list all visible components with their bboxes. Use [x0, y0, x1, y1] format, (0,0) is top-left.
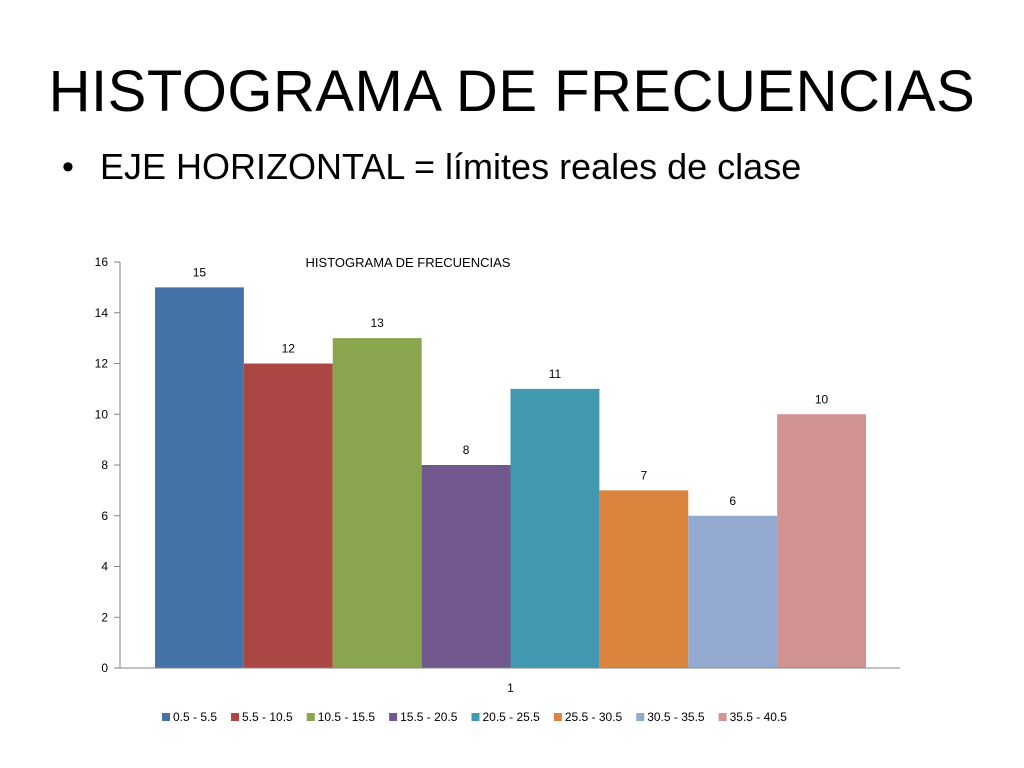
legend-swatch — [231, 713, 240, 721]
y-tick-label: 0 — [101, 661, 108, 675]
bullet-text: EJE HORIZONTAL = límites reales de clase — [100, 146, 802, 187]
y-tick-label: 16 — [95, 255, 109, 269]
data-labels: 15 12 13 8 11 7 6 10 — [193, 265, 829, 507]
legend-label: 35.5 - 40.5 — [730, 710, 788, 724]
legend-label: 15.5 - 20.5 — [400, 710, 458, 724]
legend-label: 10.5 - 15.5 — [318, 710, 376, 724]
legend-label: 5.5 - 10.5 — [242, 710, 293, 724]
bar-value-label: 7 — [640, 468, 647, 482]
y-axis-ticks: 0 2 4 6 8 10 12 14 16 — [95, 255, 120, 675]
y-tick-label: 6 — [101, 509, 108, 523]
x-axis-labels: 1 — [507, 681, 514, 695]
y-tick-label: 4 — [101, 560, 108, 574]
bar — [777, 414, 866, 668]
bar-value-label: 12 — [282, 342, 296, 356]
bar-group — [155, 287, 866, 668]
bar-value-label: 10 — [815, 392, 829, 406]
bullet-dot-icon: • — [62, 147, 74, 186]
legend-swatch — [636, 713, 645, 721]
y-tick-label: 2 — [101, 610, 108, 624]
legend-label: 20.5 - 25.5 — [482, 710, 540, 724]
bar — [688, 515, 778, 668]
y-tick-label: 8 — [101, 458, 108, 472]
bullet-item: • EJE HORIZONTAL = límites reales de cla… — [62, 146, 801, 188]
y-tick-label: 14 — [95, 306, 109, 320]
bar-value-label: 6 — [729, 494, 736, 508]
legend: 0.5 - 5.5 5.5 - 10.5 10.5 - 15.5 15.5 - 20.… — [162, 710, 787, 724]
bar-value-label: 11 — [549, 367, 562, 381]
legend-swatch — [306, 713, 315, 721]
bar — [421, 465, 511, 668]
bar — [599, 490, 689, 668]
legend-swatch — [553, 713, 562, 721]
x-tick-label: 1 — [507, 681, 514, 695]
legend-label: 25.5 - 30.5 — [565, 710, 623, 724]
legend-swatch — [718, 713, 727, 721]
bar-value-label: 13 — [371, 316, 385, 330]
bar — [332, 338, 422, 668]
bar — [510, 388, 600, 668]
bar-value-label: 8 — [463, 443, 470, 457]
y-tick-label: 12 — [95, 357, 109, 371]
bar — [243, 363, 333, 668]
y-tick-label: 10 — [95, 407, 109, 421]
legend-label: 0.5 - 5.5 — [173, 710, 217, 724]
slide-title: HISTOGRAMA DE FRECUENCIAS — [48, 59, 976, 124]
chart-title: HISTOGRAMA DE FRECUENCIAS — [306, 255, 511, 270]
legend-label: 30.5 - 35.5 — [647, 710, 705, 724]
legend-swatch — [162, 713, 170, 721]
bar — [155, 287, 244, 668]
bar-value-label: 15 — [193, 265, 207, 279]
legend-swatch — [389, 713, 398, 721]
legend-swatch — [471, 713, 480, 721]
